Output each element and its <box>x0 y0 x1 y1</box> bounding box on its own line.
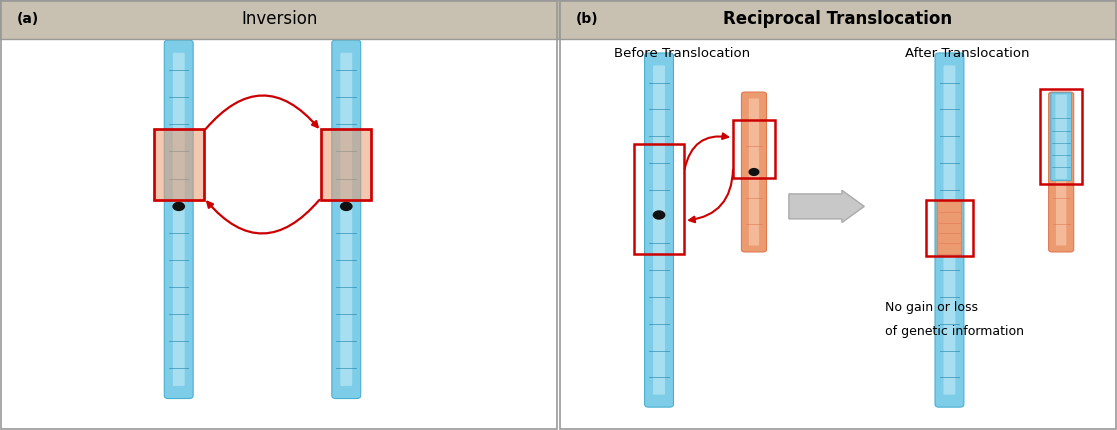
Bar <box>322 129 371 200</box>
Bar <box>558 0 1117 39</box>
FancyBboxPatch shape <box>173 53 184 386</box>
FancyBboxPatch shape <box>944 65 955 395</box>
Ellipse shape <box>652 210 666 220</box>
Ellipse shape <box>340 202 353 211</box>
FancyBboxPatch shape <box>1056 95 1067 179</box>
FancyBboxPatch shape <box>935 53 964 407</box>
Bar <box>154 129 203 200</box>
Bar <box>634 144 684 254</box>
FancyBboxPatch shape <box>1051 93 1071 181</box>
Text: Inversion: Inversion <box>241 10 317 28</box>
FancyBboxPatch shape <box>653 65 665 395</box>
FancyBboxPatch shape <box>645 53 674 407</box>
FancyBboxPatch shape <box>748 98 760 246</box>
FancyArrow shape <box>789 190 865 223</box>
Text: (b): (b) <box>575 12 598 26</box>
FancyBboxPatch shape <box>1049 92 1073 252</box>
Bar <box>154 129 203 200</box>
FancyBboxPatch shape <box>332 40 361 399</box>
Ellipse shape <box>748 168 760 176</box>
Bar <box>322 129 371 200</box>
Text: (a): (a) <box>17 12 39 26</box>
Ellipse shape <box>1056 168 1067 176</box>
Bar <box>926 200 973 256</box>
Bar <box>733 120 775 178</box>
Text: After Translocation: After Translocation <box>905 47 1029 60</box>
Text: Reciprocal Translocation: Reciprocal Translocation <box>723 10 953 28</box>
FancyBboxPatch shape <box>164 40 193 399</box>
Text: of genetic information: of genetic information <box>885 325 1024 338</box>
Ellipse shape <box>172 202 185 211</box>
Ellipse shape <box>943 210 956 220</box>
Bar <box>0 0 558 39</box>
Bar <box>1040 89 1082 184</box>
Text: No gain or loss: No gain or loss <box>885 301 978 314</box>
FancyBboxPatch shape <box>742 92 766 252</box>
FancyBboxPatch shape <box>937 201 962 255</box>
FancyBboxPatch shape <box>341 53 352 386</box>
FancyBboxPatch shape <box>1056 98 1067 246</box>
Text: Before Translocation: Before Translocation <box>614 47 751 60</box>
